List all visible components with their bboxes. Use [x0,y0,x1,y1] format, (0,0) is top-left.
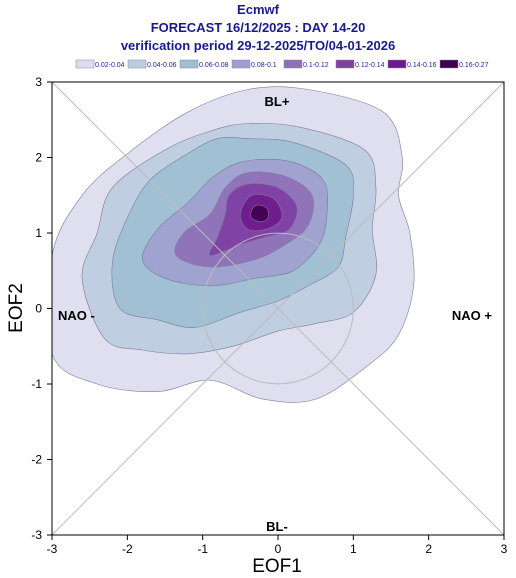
diagonal-line-2 [52,82,504,535]
region-label-nao-minus: NAO - [58,308,95,323]
legend-swatch [283,59,303,69]
legend-swatch [231,59,251,69]
legend-label: 0.06-0.08 [199,62,229,69]
regime-diagonals [52,82,504,535]
legend-swatch [439,59,459,69]
chart-period: verification period 29-12-2025/TO/04-01-… [121,38,395,53]
legend-swatch [335,59,355,69]
region-label-nao-plus: NAO + [452,308,493,323]
legend-label: 0.1-0.12 [303,62,329,69]
legend: 0.02-0.04 0.04-0.06 0.06-0.08 0.08-0.1 0.1-0… [75,59,489,69]
y-axis-title: EOF2 [6,283,27,333]
x-tick-label: 3 [501,542,508,556]
region-label-bl-minus: BL- [266,519,288,534]
y-tick-label: -2 [31,453,42,467]
y-tick-label: 3 [35,75,42,89]
y-axis-ticks: 3 2 1 0 -1 -2 -3 [31,75,52,542]
legend-label: 0.08-0.1 [251,62,277,69]
legend-swatch [179,59,199,69]
legend-label: 0.16-0.27 [459,62,489,69]
chart-subtitle: FORECAST 16/12/2025 : DAY 14-20 [151,20,366,35]
x-tick-label: 1 [350,542,357,556]
y-tick-label: -3 [31,528,42,542]
chart-title: Ecmwf [237,2,280,17]
x-tick-label: -1 [197,542,208,556]
legend-label: 0.14-0.16 [407,62,437,69]
legend-swatch [387,59,407,69]
y-tick-label: -1 [31,377,42,391]
y-tick-label: 0 [35,302,42,316]
legend-label: 0.04-0.06 [147,62,177,69]
contour-level-8 [250,204,269,223]
x-tick-label: -3 [47,542,58,556]
region-label-bl-plus: BL+ [265,94,290,109]
y-tick-label: 2 [35,151,42,165]
density-contours [52,86,415,403]
x-axis-title: EOF1 [252,556,302,577]
x-tick-label: -2 [122,542,133,556]
legend-swatch [75,59,95,69]
x-tick-label: 2 [425,542,432,556]
legend-label: 0.12-0.14 [355,62,385,69]
y-tick-label: 1 [35,226,42,240]
x-axis-ticks: -3 -2 -1 0 1 2 3 [47,535,508,556]
x-tick-label: 0 [275,542,282,556]
legend-swatch [127,59,147,69]
legend-label: 0.02-0.04 [95,62,125,69]
unit-circle [202,232,354,385]
